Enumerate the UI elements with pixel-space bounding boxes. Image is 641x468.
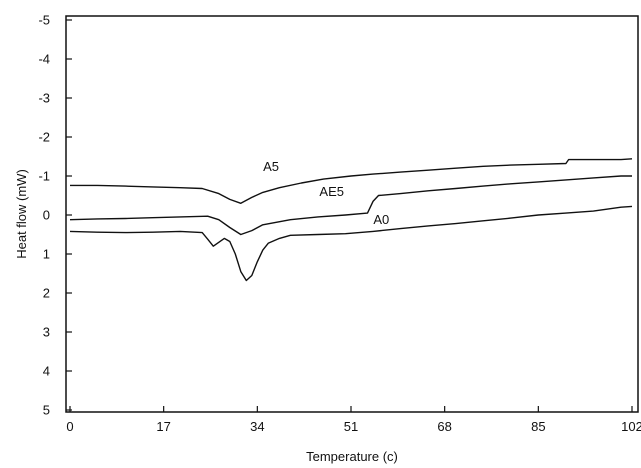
series-line-a0 <box>69 205 633 282</box>
y-tick-label: 2 <box>43 286 50 301</box>
x-axis: 0 17 34 51 68 85 102 <box>66 406 641 434</box>
series-line-a5 <box>70 158 633 204</box>
x-tick-label: 0 <box>66 419 73 434</box>
y-tick-label: 1 <box>43 247 50 262</box>
x-tick-label: 51 <box>344 419 358 434</box>
y-tick-label: 4 <box>43 364 50 379</box>
x-axis-title: Temperature (c) <box>306 449 398 464</box>
series-label-ae5: AE5 <box>319 184 344 199</box>
y-axis: -5 -4 -3 -2 -1 0 1 2 3 4 5 <box>38 13 72 418</box>
x-tick-label: 17 <box>156 419 170 434</box>
series-label-a5: A5 <box>263 159 279 174</box>
x-tick-label: 85 <box>531 419 545 434</box>
x-tick-label: 68 <box>437 419 451 434</box>
plot-frame <box>65 15 639 413</box>
y-tick-label: -2 <box>38 130 50 145</box>
y-tick-label: -4 <box>38 52 50 67</box>
series-label-a0: A0 <box>373 212 389 227</box>
y-tick-label: 3 <box>43 325 50 340</box>
x-tick-label: 102 <box>621 419 641 434</box>
y-tick-label: -5 <box>38 13 50 28</box>
series-lines <box>69 158 633 282</box>
y-tick-label: -1 <box>38 169 50 184</box>
y-axis-title: Heat flow (mW) <box>14 169 29 259</box>
y-tick-label: 5 <box>43 403 50 418</box>
series-line-ae5 <box>69 175 632 236</box>
series-labels: A5 AE5 A0 <box>263 159 389 227</box>
y-tick-label: -3 <box>38 91 50 106</box>
y-tick-label: 0 <box>43 208 50 223</box>
x-tick-label: 34 <box>250 419 264 434</box>
